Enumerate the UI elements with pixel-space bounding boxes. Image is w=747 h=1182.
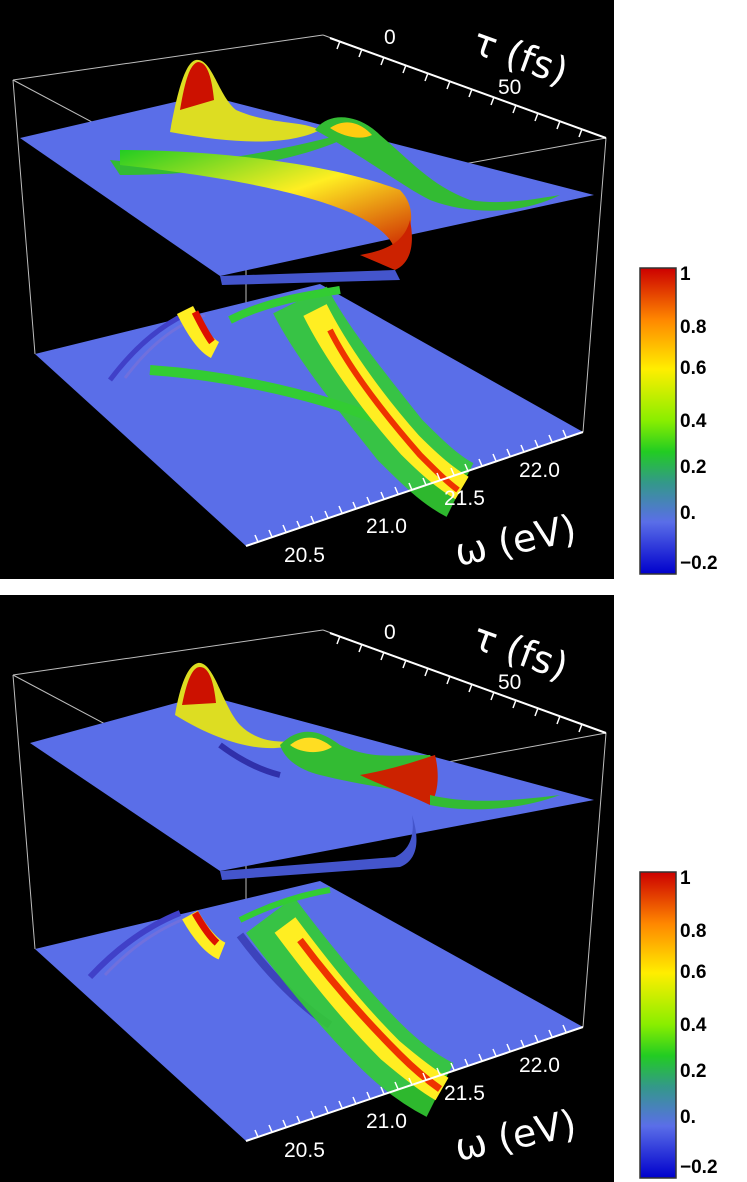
- cb-tick-0-6: 0.6: [680, 358, 706, 379]
- cb-tick-1: 1: [680, 264, 691, 285]
- omega-tick-marks: [254, 429, 567, 543]
- omega-tick-marks-2: [254, 1024, 567, 1138]
- cb-tick-neg-0-2: −0.2: [680, 553, 718, 574]
- surface-panel-top: 0 50 τ (fs) 20.5 21.0 21.5 22.0 ω (eV): [0, 0, 614, 579]
- cb-tick-neg-0-2-b: −0.2: [680, 1157, 718, 1178]
- tau-tick-marks-2: [336, 635, 583, 733]
- colorbar-bottom: 1 0.8 0.6 0.4 0.2 0. −0.2: [614, 595, 747, 1182]
- tau-tick-marks: [336, 40, 583, 138]
- omega-axis-title: ω (eV): [451, 506, 580, 575]
- omega-tick-20-5: 20.5: [284, 544, 325, 567]
- cb-tick-0-2: 0.2: [680, 457, 706, 478]
- cb-tick-0: 0.: [680, 503, 696, 524]
- tau-tick-0-2: 0: [384, 621, 396, 644]
- omega-tick-21-0: 21.0: [366, 515, 407, 538]
- colorbar-gradient-2: [639, 871, 677, 1179]
- cb-tick-0-4: 0.4: [680, 411, 707, 432]
- omega-tick-22-0-2: 22.0: [519, 1054, 560, 1077]
- omega-axis-line: [245, 431, 584, 547]
- omega-tick-21-5-2: 21.5: [444, 1082, 485, 1105]
- surface-panel-bottom: 0 50 τ (fs) 20.5 21.0 21.5 22.0 ω (eV): [0, 595, 614, 1182]
- lower-surface: [35, 284, 583, 546]
- cb-tick-0-2-b: 0.2: [680, 1061, 706, 1082]
- omega-axis-line-2: [245, 1026, 584, 1142]
- omega-tick-20-5-2: 20.5: [284, 1139, 325, 1162]
- cb-tick-0-b: 0.: [680, 1107, 696, 1128]
- upper-surface-2: [30, 662, 594, 880]
- omega-tick-21-0-2: 21.0: [366, 1110, 407, 1133]
- tau-tick-50: 50: [498, 76, 521, 99]
- upper-surface: [20, 59, 594, 285]
- surface-plot-bottom: 0 50 τ (fs) 20.5 21.0 21.5 22.0 ω (eV): [12, 614, 607, 1170]
- surface-plot-top: 0 50 τ (fs) 20.5 21.0 21.5 22.0 ω (eV): [12, 19, 607, 575]
- cb-tick-1-b: 1: [680, 868, 691, 889]
- cb-tick-0-8: 0.8: [680, 317, 706, 338]
- omega-tick-21-5: 21.5: [444, 487, 485, 510]
- colorbar-top: 1 0.8 0.6 0.4 0.2 0. −0.2: [614, 0, 747, 579]
- tau-tick-0: 0: [384, 26, 396, 49]
- tau-tick-50-2: 50: [498, 671, 521, 694]
- cb-tick-0-6-b: 0.6: [680, 962, 706, 983]
- omega-tick-22-0: 22.0: [519, 459, 560, 482]
- colorbar-gradient: [639, 267, 677, 575]
- cb-tick-0-8-b: 0.8: [680, 921, 706, 942]
- lower-surface-2: [35, 881, 583, 1141]
- omega-axis-title-2: ω (eV): [451, 1101, 580, 1170]
- cb-tick-0-4-b: 0.4: [680, 1015, 707, 1036]
